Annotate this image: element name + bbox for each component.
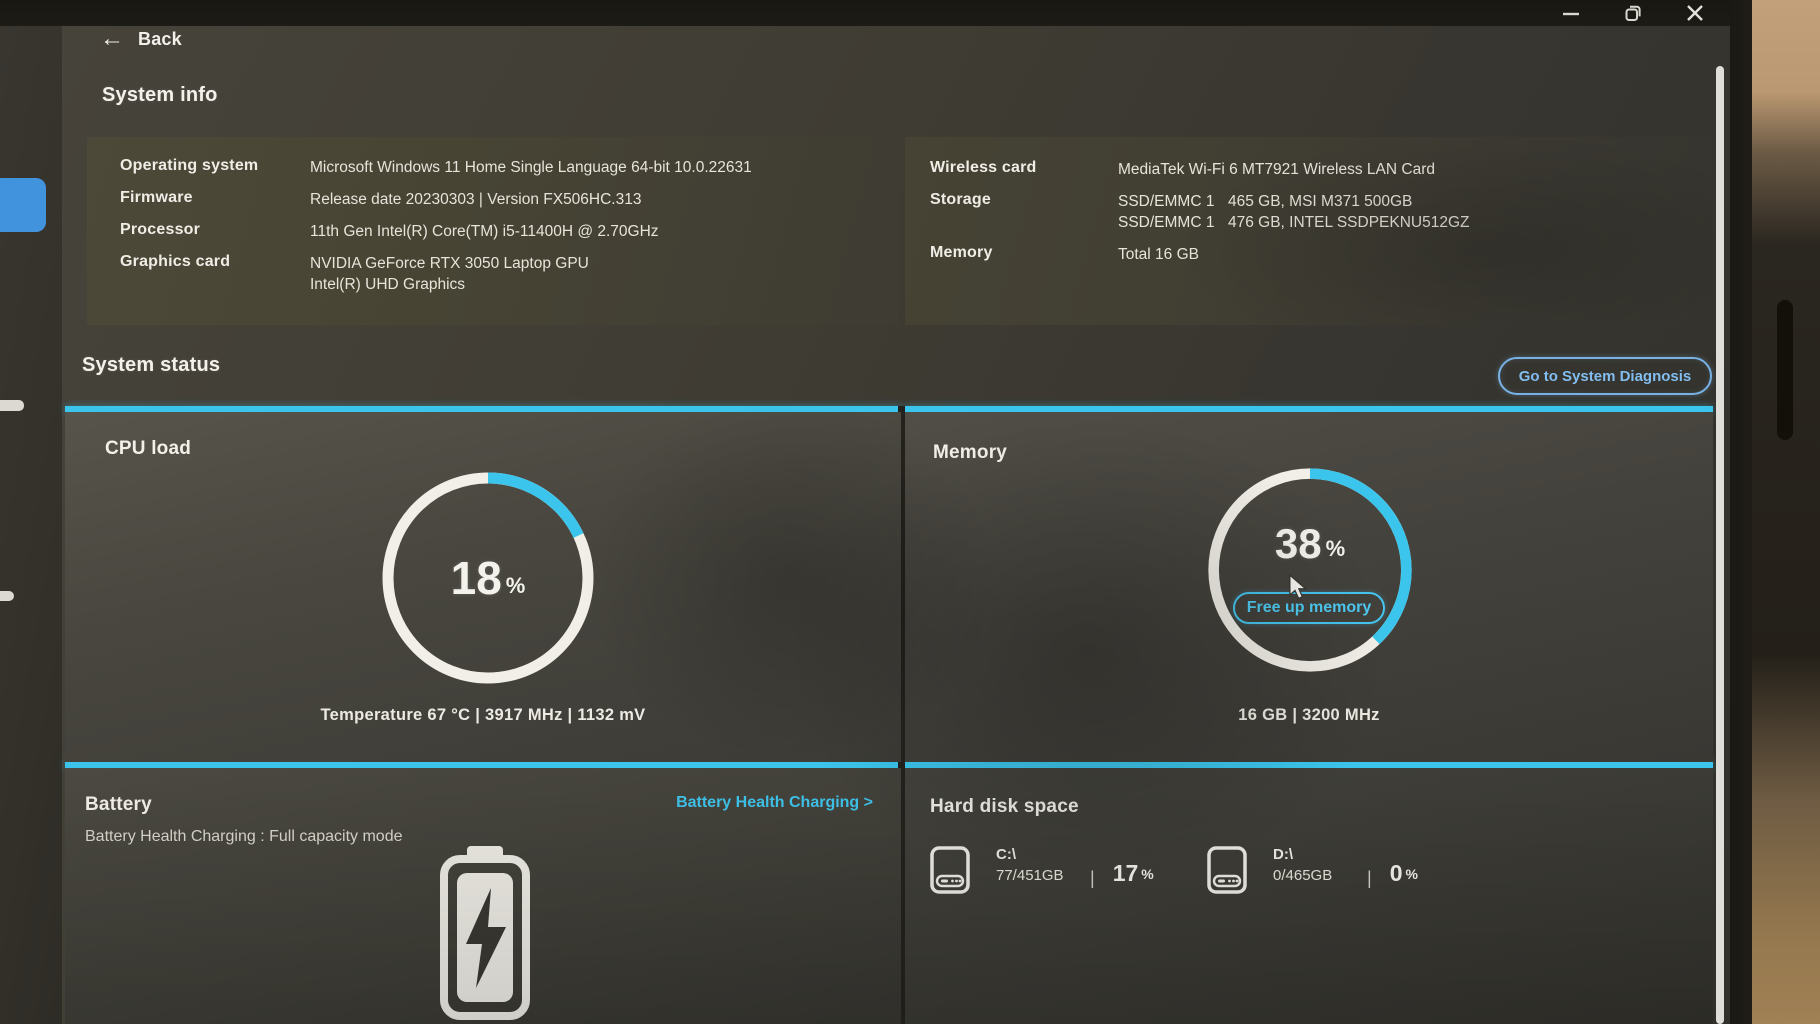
drive-usage: 77/451GB (996, 867, 1064, 884)
processor-label: Processor (120, 221, 201, 238)
memory-gauge: 38 % Free up memory (1204, 464, 1416, 676)
cpu-load-percent: 18 % (378, 468, 598, 688)
memory-value: Total 16 GB (1118, 246, 1199, 263)
system-info-card-right: Wireless card MediaTek Wi-Fi 6 MT7921 Wi… (905, 137, 1712, 325)
cpu-load-title: CPU load (105, 438, 192, 459)
graphics-label: Graphics card (120, 253, 231, 270)
accent-bar (905, 762, 1713, 768)
info-row-graphics: Graphics card NVIDIA GeForce RTX 3050 La… (120, 253, 898, 295)
memory-percent-sign: % (1325, 536, 1346, 561)
cpu-gauge-ring (382, 472, 594, 684)
processor-value: 11th Gen Intel(R) Core(TM) i5-11400H @ 2… (310, 223, 659, 240)
physical-power-button (1777, 300, 1793, 440)
close-button[interactable] (1684, 2, 1706, 24)
drive-percent: 17 % (1113, 860, 1154, 887)
info-row-wireless: Wireless card MediaTek Wi-Fi 6 MT7921 Wi… (930, 159, 1712, 180)
drive-letter: D:\ (1273, 846, 1293, 863)
info-row-firmware: Firmware Release date 20230303 | Version… (120, 189, 898, 210)
memory-stats-line: 16 GB | 3200 MHz (1238, 706, 1380, 724)
info-row-storage: Storage SSD/EMMC 1 465 GB, MSI M371 500G… (930, 191, 1712, 233)
firmware-label: Firmware (120, 189, 193, 206)
separator: | (1090, 868, 1095, 888)
os-value: Microsoft Windows 11 Home Single Languag… (310, 159, 752, 176)
background-window-blue-chip (0, 178, 46, 232)
memory-percent-value: 38 (1274, 520, 1322, 567)
system-info-title: System info (102, 84, 218, 106)
os-label: Operating system (120, 157, 259, 174)
accent-bar (65, 762, 901, 768)
mouse-cursor-icon (1289, 574, 1308, 600)
cpu-load-gauge: 18 % (378, 468, 598, 688)
info-row-memory: Memory Total 16 GB (930, 244, 1712, 265)
cpu-load-panel: CPU load 18 % Temperature 67 °C | 3917 M… (65, 412, 901, 762)
minimize-icon (1563, 12, 1579, 16)
memory-panel-title: Memory (933, 442, 1008, 463)
info-row-processor: Processor 11th Gen Intel(R) Core(TM) i5-… (120, 221, 898, 242)
storage-detail-1: 465 GB, MSI M371 500GB (1228, 193, 1413, 210)
cpu-stats-line: Temperature 67 °C | 3917 MHz | 1132 mV (320, 706, 646, 724)
memory-used-percent: 38 % (1204, 522, 1416, 566)
memory-label: Memory (930, 244, 993, 261)
background-window-dash (0, 591, 14, 601)
battery-mode-text: Battery Health Charging : Full capacity … (85, 828, 403, 845)
maximize-button[interactable] (1622, 2, 1644, 24)
back-arrow-icon: ← (100, 25, 124, 52)
wireless-value: MediaTek Wi-Fi 6 MT7921 Wireless LAN Car… (1118, 161, 1435, 178)
drive-percent-sign: % (1405, 866, 1418, 882)
accent-bar (65, 406, 901, 412)
graphics-value-2: Intel(R) UHD Graphics (310, 276, 466, 293)
drive-percent: 0 % (1390, 860, 1418, 887)
window-controls (1540, 0, 1735, 26)
memory-panel: Memory 38 % Free up memory 16 GB | 3200 … (905, 412, 1713, 762)
storage-device-2: SSD/EMMC 1 (1118, 214, 1215, 231)
info-row-os: Operating system Microsoft Windows 11 Ho… (120, 157, 898, 178)
photo-left-edge (0, 26, 62, 1024)
restore-icon (1625, 5, 1641, 21)
firmware-value: Release date 20230303 | Version FX506HC.… (310, 191, 642, 208)
free-up-memory-button[interactable]: Free up memory (1233, 592, 1385, 624)
drive-icon (1207, 846, 1247, 894)
drive-letter: C:\ (996, 846, 1016, 863)
drive-percent-value: 0 (1389, 860, 1403, 886)
wireless-label: Wireless card (930, 159, 1037, 176)
drive-percent-value: 17 (1112, 860, 1139, 886)
drive-row-c: C:\ 77/451GB | 17 % (930, 846, 1154, 894)
photo-background (1752, 0, 1820, 1024)
storage-row-1: SSD/EMMC 1 465 GB, MSI M371 500GB (1118, 191, 1712, 212)
hard-disk-title: Hard disk space (930, 796, 1079, 817)
vertical-scrollbar[interactable] (1716, 66, 1724, 1024)
memory-gauge-ring (1208, 468, 1412, 672)
diagnosis-button-label: Go to System Diagnosis (1518, 367, 1692, 385)
separator: | (1367, 868, 1372, 888)
drive-icon (930, 846, 970, 894)
storage-device-1: SSD/EMMC 1 (1118, 193, 1215, 210)
storage-row-2: SSD/EMMC 1 476 GB, INTEL SSDPEKNU512GZ (1118, 212, 1712, 233)
go-to-system-diagnosis-button[interactable]: Go to System Diagnosis (1498, 357, 1712, 395)
background-window-dash (0, 400, 24, 411)
minimize-button[interactable] (1560, 2, 1582, 24)
cpu-percent-value: 18 (450, 552, 502, 604)
accent-bar (905, 406, 1713, 412)
drive-percent-sign: % (1141, 866, 1154, 882)
battery-health-charging-link[interactable]: Battery Health Charging > (676, 794, 873, 811)
panel-divider (898, 406, 905, 1024)
system-status-title: System status (82, 354, 221, 376)
drive-row-d: D:\ 0/465GB | 0 % (1207, 846, 1418, 894)
back-button[interactable]: ← Back (100, 25, 182, 52)
close-icon (1687, 5, 1703, 21)
back-label: Back (138, 28, 182, 49)
storage-label: Storage (930, 191, 991, 208)
drive-usage: 0/465GB (1273, 867, 1333, 884)
system-info-card-left: Operating system Microsoft Windows 11 Ho… (87, 137, 898, 325)
battery-panel: Battery Battery Health Charging > Batter… (65, 768, 901, 1024)
storage-detail-2: 476 GB, INTEL SSDPEKNU512GZ (1228, 214, 1470, 231)
battery-charging-icon (440, 846, 530, 1020)
hard-disk-panel: Hard disk space C:\ 77/451GB | 17 % D:\ … (905, 768, 1713, 1024)
cpu-percent-sign: % (505, 573, 526, 598)
battery-title: Battery (85, 794, 152, 815)
free-up-memory-label: Free up memory (1246, 599, 1372, 616)
graphics-value-1: NVIDIA GeForce RTX 3050 Laptop GPU (310, 255, 589, 272)
window-titlebar (0, 0, 1735, 26)
